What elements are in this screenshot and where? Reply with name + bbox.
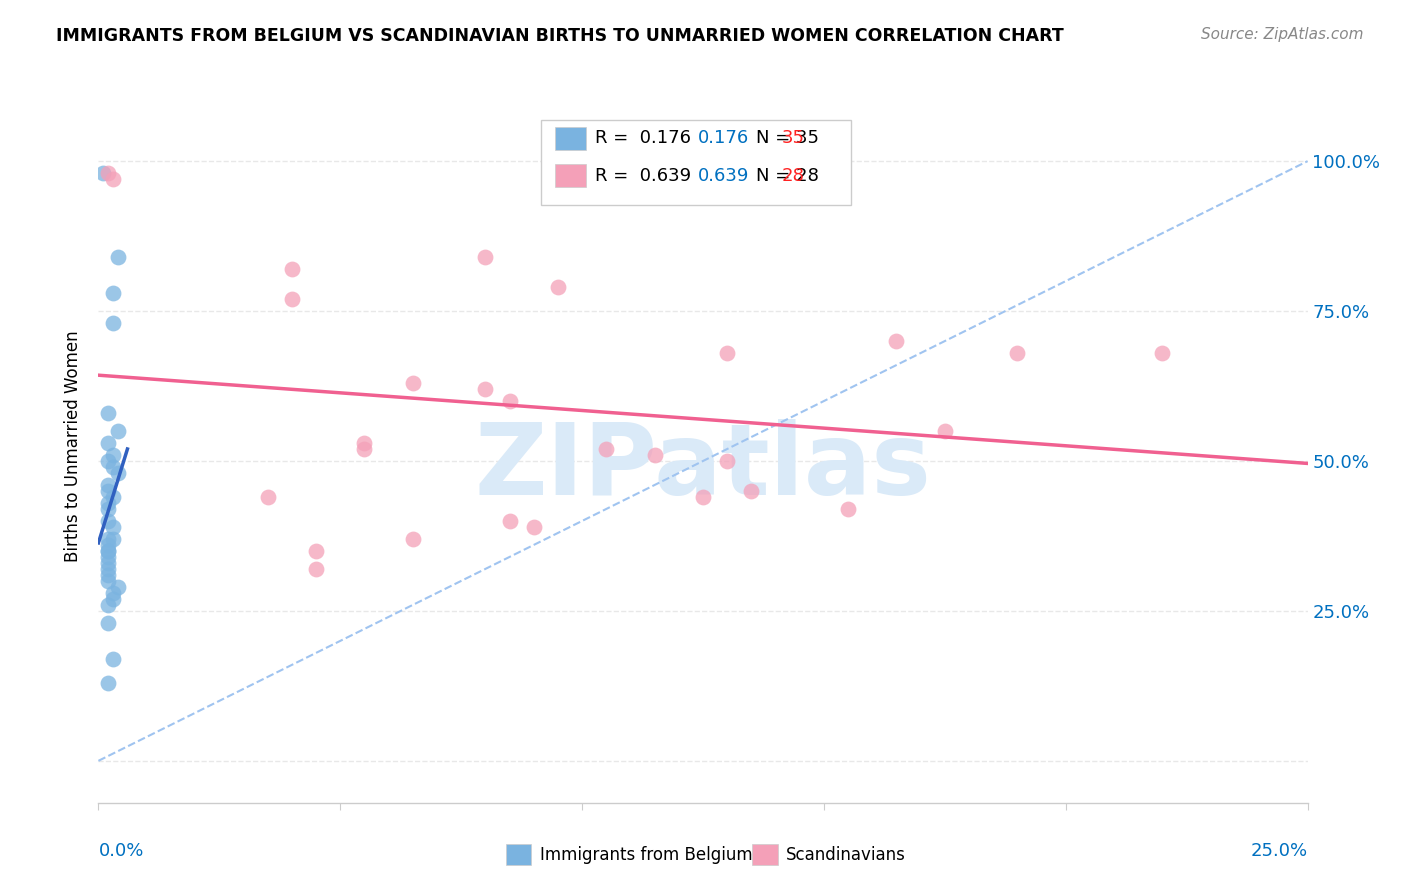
- Point: [474, 382, 496, 396]
- Point: [886, 334, 908, 348]
- Text: Scandinavians: Scandinavians: [786, 846, 905, 863]
- Point: [101, 286, 124, 301]
- Point: [97, 676, 120, 690]
- Point: [1007, 346, 1029, 360]
- Point: [97, 615, 120, 630]
- Point: [101, 460, 124, 475]
- Point: [305, 562, 328, 576]
- Text: N = 28: N = 28: [756, 167, 820, 185]
- Point: [97, 556, 120, 570]
- Point: [644, 448, 666, 462]
- Point: [97, 478, 120, 492]
- Text: Source: ZipAtlas.com: Source: ZipAtlas.com: [1201, 27, 1364, 42]
- Point: [498, 514, 520, 528]
- Point: [716, 346, 738, 360]
- Point: [101, 532, 124, 546]
- Point: [97, 598, 120, 612]
- Text: 0.639: 0.639: [697, 167, 749, 185]
- Point: [595, 442, 617, 456]
- Point: [97, 502, 120, 516]
- Point: [498, 394, 520, 409]
- Point: [97, 549, 120, 564]
- Point: [91, 166, 114, 180]
- Point: [97, 532, 120, 546]
- Point: [97, 496, 120, 510]
- Text: 25.0%: 25.0%: [1250, 842, 1308, 860]
- Point: [97, 454, 120, 468]
- Point: [97, 568, 120, 582]
- Point: [97, 544, 120, 558]
- Point: [97, 544, 120, 558]
- Text: R =  0.639: R = 0.639: [595, 167, 690, 185]
- Point: [353, 436, 375, 450]
- Point: [474, 250, 496, 264]
- Point: [107, 466, 129, 480]
- Point: [101, 591, 124, 606]
- Point: [101, 490, 124, 504]
- Point: [692, 490, 714, 504]
- Point: [97, 166, 120, 180]
- Point: [101, 520, 124, 534]
- Text: N = 35: N = 35: [756, 129, 820, 147]
- Point: [107, 424, 129, 438]
- Point: [305, 544, 328, 558]
- Point: [353, 442, 375, 456]
- Point: [837, 502, 859, 516]
- Text: Immigrants from Belgium: Immigrants from Belgium: [540, 846, 752, 863]
- Point: [256, 490, 278, 504]
- Point: [97, 514, 120, 528]
- Point: [97, 574, 120, 588]
- Point: [281, 262, 304, 277]
- Text: ZIPatlas: ZIPatlas: [475, 419, 931, 516]
- Point: [97, 562, 120, 576]
- Point: [101, 652, 124, 666]
- Text: IMMIGRANTS FROM BELGIUM VS SCANDINAVIAN BIRTHS TO UNMARRIED WOMEN CORRELATION CH: IMMIGRANTS FROM BELGIUM VS SCANDINAVIAN …: [56, 27, 1064, 45]
- Point: [281, 292, 304, 306]
- Point: [402, 532, 425, 546]
- Text: 28: 28: [782, 167, 804, 185]
- Text: 0.0%: 0.0%: [98, 842, 143, 860]
- Y-axis label: Births to Unmarried Women: Births to Unmarried Women: [63, 330, 82, 562]
- Point: [716, 454, 738, 468]
- Text: R =  0.176: R = 0.176: [595, 129, 690, 147]
- Point: [97, 406, 120, 420]
- Point: [101, 586, 124, 600]
- Point: [101, 316, 124, 330]
- Point: [1152, 346, 1174, 360]
- Text: 0.176: 0.176: [697, 129, 748, 147]
- Point: [107, 580, 129, 594]
- Point: [934, 424, 956, 438]
- Point: [740, 483, 762, 498]
- Point: [107, 250, 129, 264]
- Point: [101, 172, 124, 186]
- Text: 35: 35: [782, 129, 804, 147]
- Point: [547, 280, 569, 294]
- Point: [101, 448, 124, 462]
- Point: [97, 483, 120, 498]
- Point: [523, 520, 546, 534]
- Point: [97, 538, 120, 552]
- Point: [402, 376, 425, 390]
- Point: [97, 436, 120, 450]
